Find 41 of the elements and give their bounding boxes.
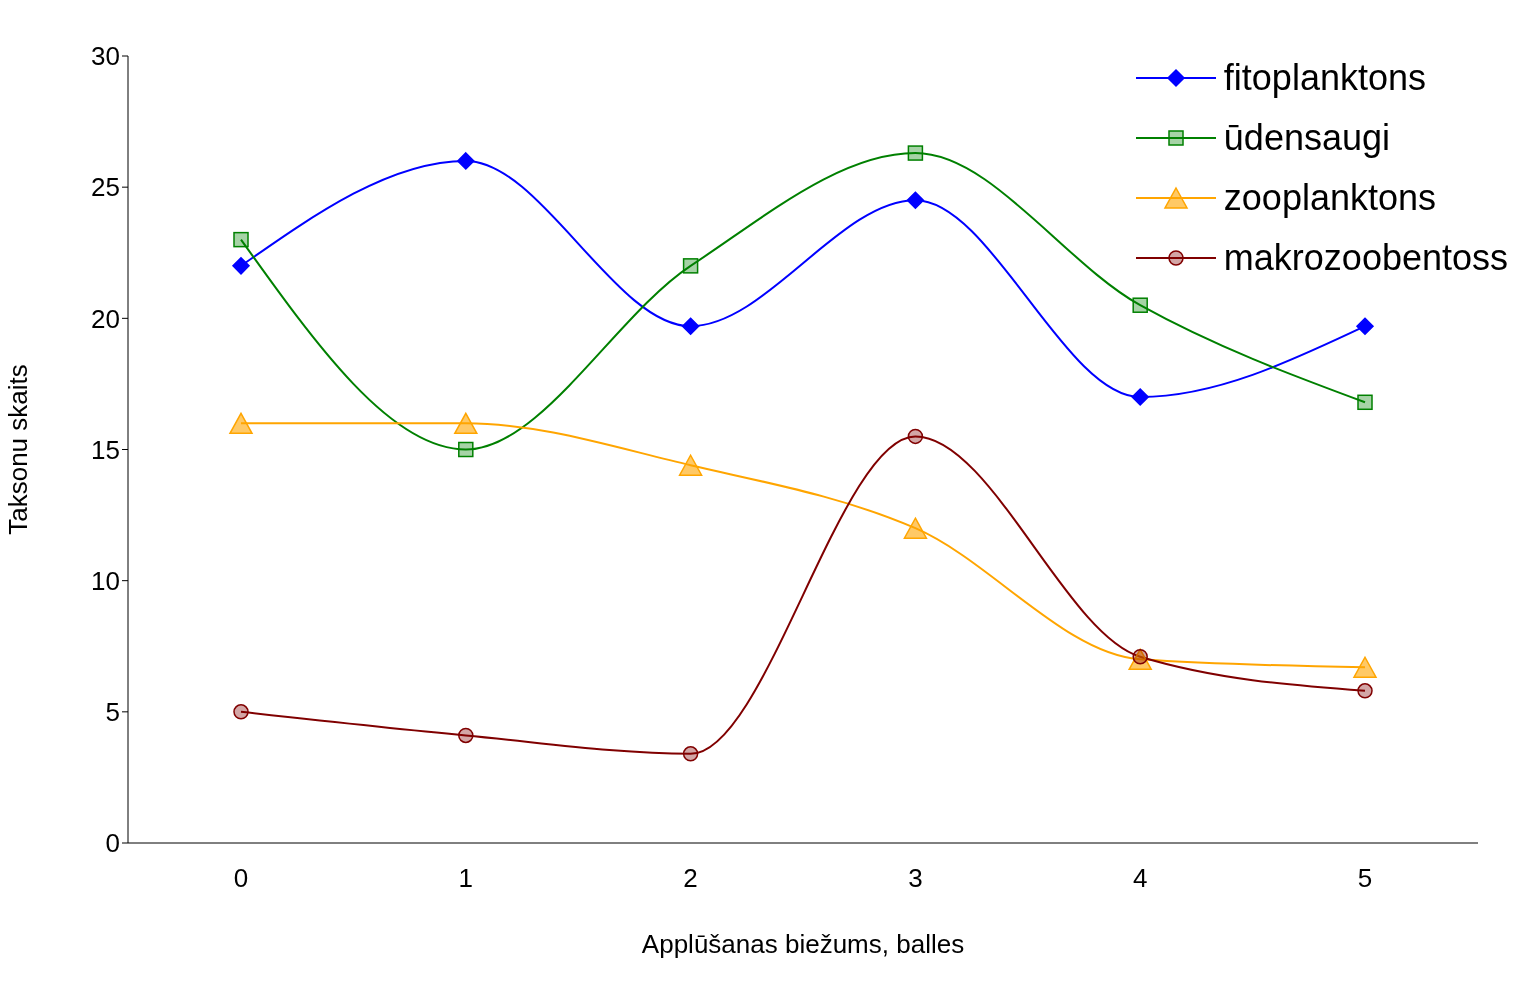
point	[233, 704, 249, 720]
point	[1131, 388, 1149, 406]
point	[1353, 656, 1377, 678]
y-tick-label: 15	[91, 434, 120, 465]
x-tick-label: 3	[908, 863, 923, 894]
x-tick-label: 2	[683, 863, 698, 894]
y-tick-label: 25	[91, 172, 120, 203]
x-tick-label: 1	[458, 863, 474, 894]
y-axis-title: Taksonu skaits	[3, 364, 34, 535]
y-tick-label: 20	[91, 303, 120, 334]
point	[1356, 317, 1374, 335]
point	[907, 145, 924, 161]
point	[458, 441, 474, 458]
y-tick-label: 0	[105, 828, 120, 859]
point	[454, 412, 478, 435]
point	[903, 517, 928, 539]
y-tick-label: 5	[105, 697, 120, 728]
point	[1132, 297, 1148, 313]
point	[232, 257, 250, 275]
point	[458, 727, 474, 744]
point	[1357, 683, 1373, 699]
point	[229, 412, 253, 435]
point	[678, 454, 703, 476]
point	[1357, 394, 1373, 411]
point	[681, 317, 700, 335]
point	[457, 152, 475, 170]
point	[682, 746, 699, 762]
x-tick-label: 4	[1132, 863, 1148, 894]
y-tick-label: 10	[91, 565, 120, 596]
legend-label: makrozoobentoss	[1223, 237, 1508, 279]
x-tick-label: 0	[233, 863, 249, 894]
legend-label: ūdensaugi	[1223, 117, 1390, 159]
point	[906, 191, 925, 210]
legend-label: fitoplanktons	[1223, 57, 1426, 99]
legend-label: zooplanktons	[1223, 177, 1436, 219]
x-tick-label: 5	[1357, 863, 1373, 894]
point	[682, 258, 699, 274]
point	[907, 428, 924, 445]
point	[233, 231, 249, 248]
x-axis-title: Applūšanas biežums, balles	[641, 929, 965, 959]
y-tick-label: 30	[91, 41, 120, 72]
